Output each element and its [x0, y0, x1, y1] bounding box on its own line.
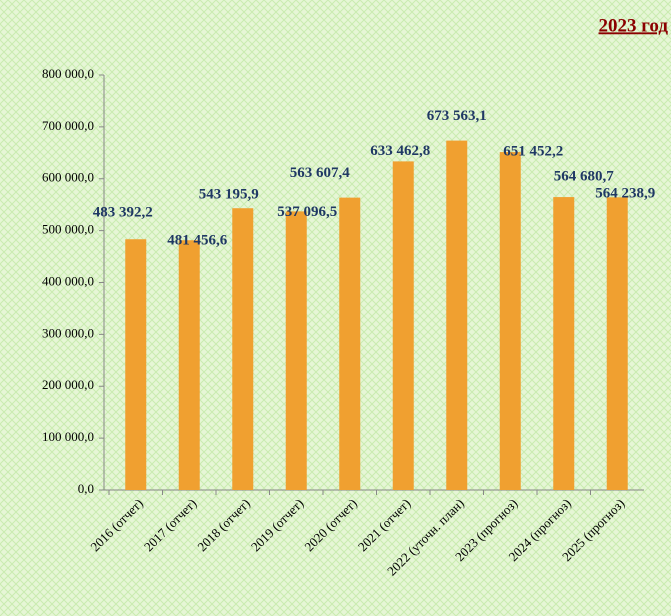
bar [446, 140, 468, 490]
bar [232, 208, 254, 490]
bar [125, 239, 147, 490]
y-tick-label: 700 000,0 [42, 118, 94, 133]
y-tick-label: 800 000,0 [42, 66, 94, 81]
y-tick-label: 0,0 [78, 481, 94, 496]
data-label: 543 195,9 [199, 187, 259, 203]
y-tick-label: 500 000,0 [42, 222, 94, 237]
bar [499, 152, 521, 490]
bar [553, 197, 575, 490]
data-label: 651 452,2 [503, 143, 563, 159]
data-label: 633 462,8 [370, 143, 430, 159]
bar [285, 211, 307, 490]
bar [606, 197, 628, 490]
y-tick-label: 300 000,0 [42, 325, 94, 340]
data-label: 564 680,7 [554, 169, 615, 185]
chart-title: 2023 год [599, 15, 669, 36]
bar [392, 161, 414, 490]
bar [178, 240, 200, 490]
data-label: 564 238,9 [595, 186, 655, 202]
y-tick-label: 100 000,0 [42, 429, 94, 444]
data-label: 563 607,4 [290, 165, 351, 181]
y-tick-label: 400 000,0 [42, 273, 94, 288]
data-label: 481 456,6 [167, 233, 228, 249]
data-label: 673 563,1 [427, 108, 487, 124]
bar [339, 197, 361, 490]
y-tick-label: 200 000,0 [42, 377, 94, 392]
data-label: 483 392,2 [93, 205, 153, 221]
y-tick-label: 600 000,0 [42, 170, 94, 185]
data-label: 537 096,5 [277, 204, 337, 220]
